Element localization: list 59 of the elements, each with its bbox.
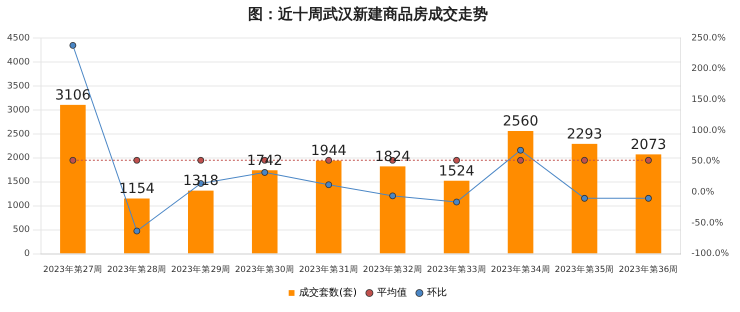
- y-tick-label: 500: [12, 225, 30, 236]
- y-tick-label: 0: [24, 249, 30, 260]
- point: [581, 194, 588, 202]
- data-label: 1824: [374, 148, 411, 165]
- x-tick-label: 2023年第27周: [43, 264, 103, 276]
- bar: [380, 166, 406, 254]
- x-tick-label: 2023年第36周: [618, 264, 678, 276]
- y2-tick-label: 100.0%: [691, 126, 726, 136]
- y2-tick-label: -50.0%: [691, 218, 724, 228]
- chart-title: 图：近十周武汉新建商品房成交走势: [248, 4, 488, 23]
- bar: [124, 198, 150, 254]
- y-tick-label: 3500: [7, 81, 30, 92]
- y2-tick-label: 250.0%: [691, 33, 726, 44]
- point: [69, 42, 76, 49]
- x-tick-label: 2023年第32周: [362, 264, 422, 276]
- data-label: 1944: [310, 143, 347, 160]
- point: [389, 192, 396, 200]
- x-tick-label: 2023年第33周: [426, 264, 486, 276]
- point: [261, 169, 268, 176]
- x-tick-label: 2023年第34周: [490, 264, 550, 276]
- data-label: 2293: [566, 126, 602, 142]
- y-tick-label: 2000: [7, 153, 30, 164]
- bar: [444, 180, 470, 254]
- x-tick-label: 2023年第30周: [235, 264, 294, 276]
- bar: [508, 131, 534, 254]
- x-tick-label: 2023年第28周: [107, 264, 167, 276]
- y2-tick-label: 0.0%: [691, 187, 715, 198]
- y2-tick-label: -100.0%: [691, 249, 730, 260]
- y-tick-label: 1000: [7, 201, 30, 212]
- bar: [60, 104, 86, 254]
- data-label: 2560: [502, 114, 538, 130]
- bar: [636, 154, 662, 254]
- bar: [188, 190, 214, 254]
- y2-tick-label: 200.0%: [691, 64, 726, 74]
- x-tick-label: 2023年第31周: [298, 264, 358, 276]
- legend-label: 成交套数(套): [299, 286, 357, 299]
- data-label: 3106: [55, 87, 91, 104]
- data-label: 1742: [246, 152, 283, 169]
- y-tick-label: 2500: [7, 129, 30, 140]
- point: [645, 194, 652, 202]
- x-tick-label: 2023年第35周: [554, 264, 614, 276]
- y2-tick-label: 150.0%: [691, 95, 726, 105]
- data-label: 1524: [438, 163, 474, 180]
- point: [453, 198, 460, 206]
- legend-label: 环比: [426, 286, 447, 299]
- data-label: 2073: [630, 137, 666, 154]
- y-tick-label: 4000: [7, 57, 30, 68]
- y-tick-label: 4500: [7, 33, 30, 44]
- y-tick-label: 3000: [7, 105, 30, 116]
- bar: [252, 170, 278, 254]
- point: [133, 228, 140, 234]
- bar: [316, 160, 342, 254]
- legend-label: 平均值: [376, 286, 407, 299]
- point: [517, 146, 524, 154]
- bar: [572, 144, 598, 254]
- y2-tick-label: 50.0%: [691, 156, 720, 167]
- x-tick-label: 2023年第29周: [171, 264, 231, 276]
- point: [325, 181, 332, 188]
- y-tick-label: 1500: [7, 177, 30, 188]
